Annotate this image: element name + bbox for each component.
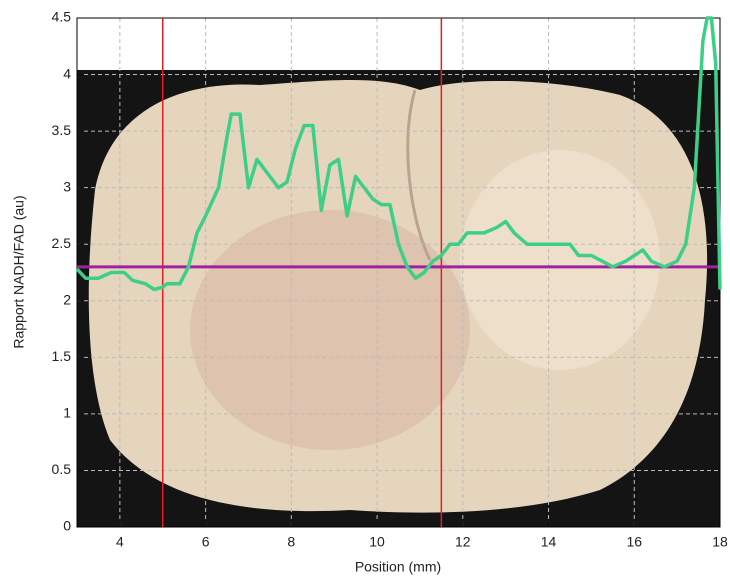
x-axis-label: Position (mm) (355, 559, 441, 575)
background-photo (77, 70, 720, 527)
y-tick-label: 4.5 (52, 9, 72, 25)
y-tick-label: 4 (63, 65, 71, 81)
x-tick-label: 14 (541, 534, 557, 550)
y-tick-label: 0 (63, 518, 71, 534)
x-tick-label: 10 (369, 534, 385, 550)
y-tick-label: 1.5 (52, 348, 72, 364)
y-tick-label: 3 (63, 178, 71, 194)
x-tick-label: 4 (116, 534, 124, 550)
x-tick-label: 16 (626, 534, 642, 550)
y-tick-label: 2.5 (52, 235, 72, 251)
y-axis-label: Rapport NADH/FAD (au) (11, 195, 27, 348)
y-tick-label: 1 (63, 405, 71, 421)
x-tick-label: 6 (202, 534, 210, 550)
x-tick-label: 12 (455, 534, 471, 550)
y-tick-label: 2 (63, 291, 71, 307)
x-tick-label: 8 (287, 534, 295, 550)
y-tick-label: 3.5 (52, 122, 72, 138)
x-tick-label: 18 (712, 534, 728, 550)
data-line (75, 16, 722, 292)
y-tick-label: 0.5 (52, 461, 72, 477)
